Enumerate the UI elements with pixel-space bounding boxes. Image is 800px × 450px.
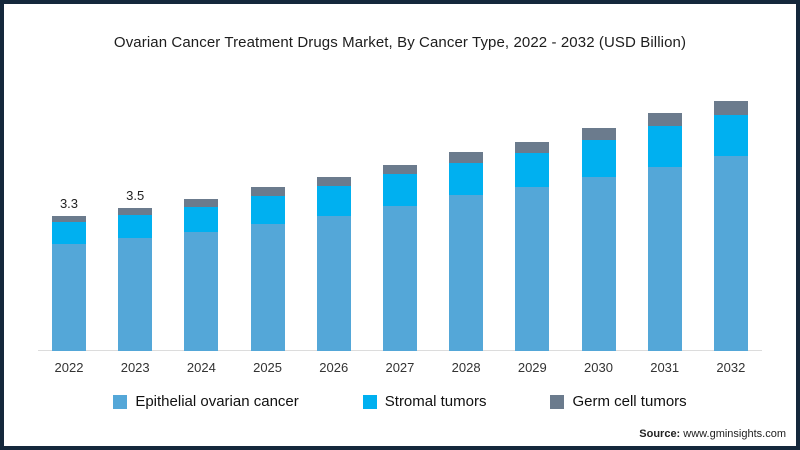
bar-column: 2027 xyxy=(369,65,431,377)
bar-segment-germ-cell-tumors xyxy=(713,101,748,115)
legend-item-stromal-tumors: Stromal tumors xyxy=(362,393,487,410)
bar-segment-epithelial-ovarian-cancer xyxy=(382,205,417,351)
bar-segment-stromal-tumors xyxy=(449,162,484,196)
bar-segment-stromal-tumors xyxy=(118,214,153,239)
chart-title: Ovarian Cancer Treatment Drugs Market, B… xyxy=(113,34,687,51)
bar-segment-germ-cell-tumors xyxy=(184,199,219,207)
bar-column: 2024 xyxy=(170,65,232,377)
bar-stack xyxy=(515,142,550,351)
bar-segment-epithelial-ovarian-cancer xyxy=(449,195,484,351)
bar-segment-germ-cell-tumors xyxy=(581,127,616,140)
bar-column: 2025 xyxy=(237,65,299,377)
x-axis-label: 2031 xyxy=(650,360,680,375)
x-axis-label: 2026 xyxy=(319,360,349,375)
bar-segment-germ-cell-tumors xyxy=(515,142,550,154)
bar-stack xyxy=(581,127,616,351)
bar-segment-epithelial-ovarian-cancer xyxy=(118,238,153,351)
x-axis-label: 2032 xyxy=(716,360,746,375)
bar-stack xyxy=(118,207,153,351)
bar-columns: 3.3 2022 3.5 2023 2024 2025 2026 2027 2028 2029 20… xyxy=(38,65,762,377)
bar-segment-stromal-tumors xyxy=(52,221,86,245)
x-axis-label: 2024 xyxy=(186,360,216,375)
bar-stack xyxy=(52,215,86,351)
x-axis-label: 2027 xyxy=(385,360,415,375)
bar-segment-germ-cell-tumors xyxy=(382,164,417,174)
bar-column: 2030 xyxy=(568,65,630,377)
bar-segment-epithelial-ovarian-cancer xyxy=(647,166,682,351)
bar-stack xyxy=(647,113,682,351)
x-axis-label: 2025 xyxy=(253,360,283,375)
bar-column: 2029 xyxy=(501,65,563,377)
x-axis-label: 2028 xyxy=(451,360,481,375)
source-url[interactable]: www.gminsights.com xyxy=(683,428,786,440)
bar-stack xyxy=(382,164,417,351)
bar-stack xyxy=(713,101,748,351)
bar-segment-stromal-tumors xyxy=(647,126,682,167)
bar-segment-germ-cell-tumors xyxy=(250,187,285,197)
legend-swatch-icon xyxy=(362,394,377,409)
legend-swatch-icon xyxy=(550,394,565,409)
bar-segment-epithelial-ovarian-cancer xyxy=(316,215,351,351)
bar-column: 3.5 2023 xyxy=(104,65,166,377)
legend-label: Germ cell tumors xyxy=(572,393,687,410)
x-axis-label: 2022 xyxy=(54,360,84,375)
x-axis-label: 2023 xyxy=(120,360,150,375)
bar-value-label: 3.3 xyxy=(59,195,79,211)
bar-segment-stromal-tumors xyxy=(250,196,285,224)
legend-label: Epithelial ovarian cancer xyxy=(135,393,299,410)
bar-column: 2026 xyxy=(303,65,365,377)
bar-stack xyxy=(449,152,484,351)
bar-column: 2032 xyxy=(700,65,762,377)
legend-swatch-icon xyxy=(113,394,128,409)
bar-segment-stromal-tumors xyxy=(713,114,748,157)
bar-value-label: 3.5 xyxy=(126,187,145,203)
plot-area: 3.3 2022 3.5 2023 2024 2025 2026 2027 2028 2029 20… xyxy=(38,65,762,377)
bar-column: 3.3 2022 xyxy=(38,65,100,377)
bar-segment-germ-cell-tumors xyxy=(316,176,351,186)
x-axis-label: 2029 xyxy=(517,360,547,375)
bar-column: 2031 xyxy=(634,65,696,377)
bar-segment-germ-cell-tumors xyxy=(118,207,153,215)
bar-segment-epithelial-ovarian-cancer xyxy=(52,244,86,351)
bar-segment-stromal-tumors xyxy=(184,206,219,233)
bar-segment-epithelial-ovarian-cancer xyxy=(250,224,285,351)
legend-item-germ-cell-tumors: Germ cell tumors xyxy=(550,393,687,410)
x-axis-label: 2030 xyxy=(584,360,613,375)
bar-segment-epithelial-ovarian-cancer xyxy=(581,176,616,351)
bar-stack xyxy=(184,199,219,351)
bar-segment-epithelial-ovarian-cancer xyxy=(515,187,550,351)
legend-item-epithelial-ovarian-cancer: Epithelial ovarian cancer xyxy=(113,393,299,410)
bar-column: 2028 xyxy=(435,65,497,377)
legend-label: Stromal tumors xyxy=(384,393,487,410)
bar-segment-germ-cell-tumors xyxy=(52,215,86,222)
bar-segment-stromal-tumors xyxy=(316,185,351,216)
bar-segment-epithelial-ovarian-cancer xyxy=(184,232,219,351)
source-line: Source: www.gminsights.com xyxy=(639,428,786,440)
bar-stack xyxy=(316,176,351,351)
bar-segment-germ-cell-tumors xyxy=(647,113,682,127)
bar-segment-stromal-tumors xyxy=(515,153,550,188)
bar-segment-germ-cell-tumors xyxy=(449,152,484,163)
source-label: Source: xyxy=(639,428,681,440)
bar-segment-stromal-tumors xyxy=(382,173,417,206)
bar-segment-stromal-tumors xyxy=(581,139,616,177)
legend: Epithelial ovarian cancer Stromal tumors G… xyxy=(4,393,796,410)
bar-stack xyxy=(250,187,285,351)
bar-segment-epithelial-ovarian-cancer xyxy=(713,156,748,351)
